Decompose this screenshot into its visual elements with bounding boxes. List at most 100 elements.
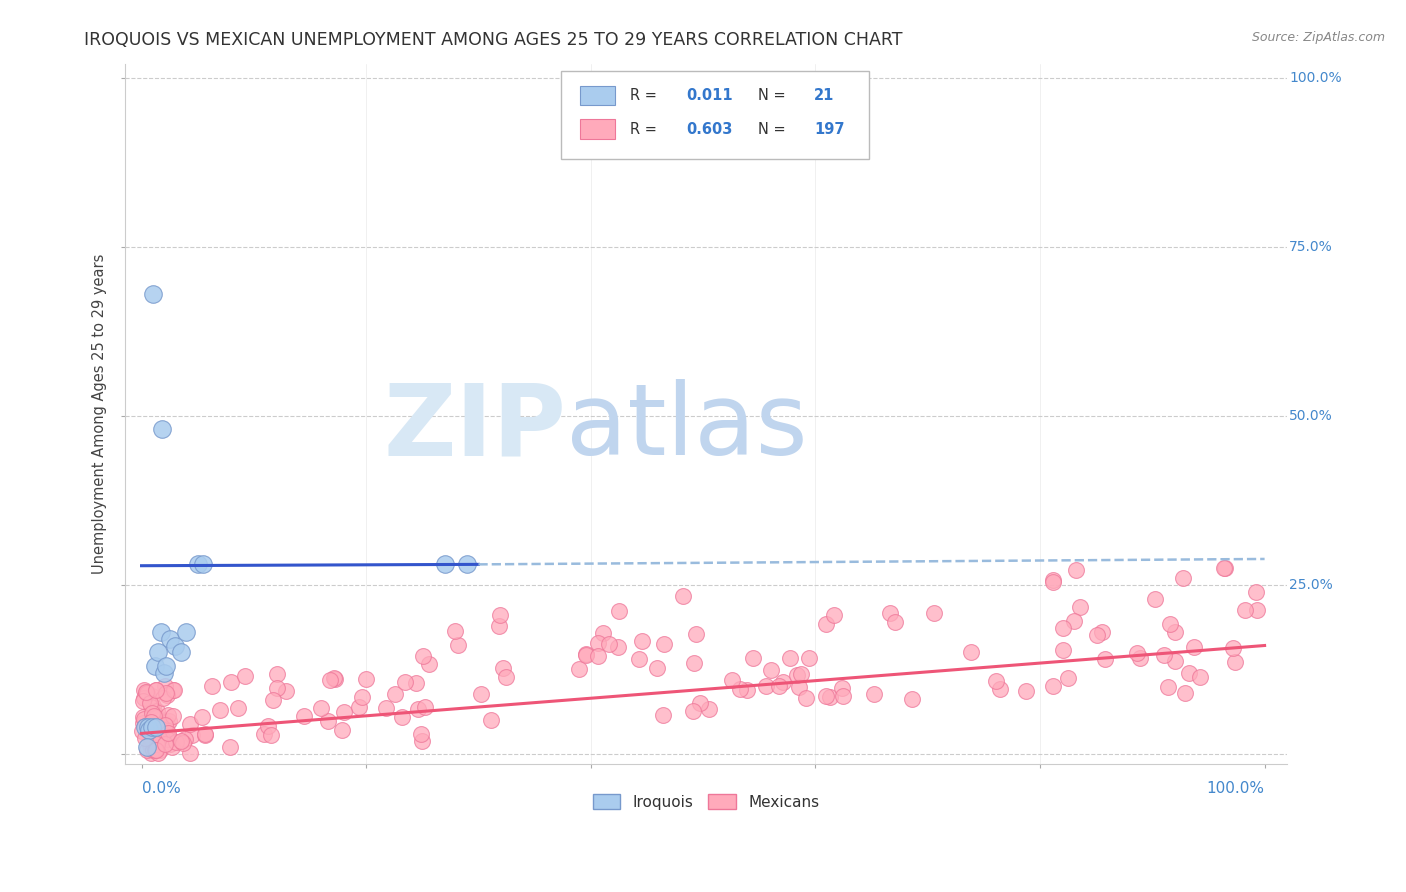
Point: [741, 651, 763, 665]
Point: [405, 675, 427, 690]
Point: [201, 680, 224, 694]
Point: [1164, 655, 1187, 669]
Point: [163, 682, 186, 697]
Text: 50.0%: 50.0%: [1289, 409, 1333, 423]
Point: [173, 732, 195, 747]
Point: [139, 696, 162, 710]
Point: [145, 728, 167, 742]
Point: [823, 608, 845, 623]
Point: [157, 730, 180, 744]
Point: [394, 675, 416, 690]
Point: [652, 637, 675, 651]
Point: [768, 679, 790, 693]
Point: [1223, 655, 1246, 669]
Point: [136, 739, 159, 754]
Point: [488, 608, 510, 623]
Point: [479, 713, 502, 727]
Point: [772, 675, 794, 690]
Point: [831, 681, 853, 695]
Point: [141, 733, 163, 747]
Text: 0.011: 0.011: [686, 88, 733, 103]
Point: [141, 720, 163, 734]
Point: [1063, 614, 1085, 628]
Point: [262, 692, 284, 706]
Point: [194, 728, 217, 742]
Point: [233, 669, 256, 683]
FancyBboxPatch shape: [561, 71, 869, 159]
Text: Source: ZipAtlas.com: Source: ZipAtlas.com: [1251, 31, 1385, 45]
Point: [1052, 620, 1074, 634]
Text: 75.0%: 75.0%: [1289, 240, 1333, 253]
Point: [155, 737, 177, 751]
Point: [735, 683, 758, 698]
Point: [488, 618, 510, 632]
Point: [142, 709, 165, 723]
Point: [685, 627, 707, 641]
Point: [146, 737, 169, 751]
Point: [413, 699, 436, 714]
Point: [152, 722, 174, 736]
Point: [274, 684, 297, 698]
Point: [1222, 641, 1244, 656]
Point: [152, 690, 174, 705]
Point: [447, 638, 470, 652]
Point: [179, 746, 201, 760]
Point: [721, 673, 744, 687]
Point: [316, 714, 339, 728]
Point: [1091, 624, 1114, 639]
Point: [984, 673, 1007, 688]
Legend: Iroquois, Mexicans: Iroquois, Mexicans: [586, 788, 825, 815]
Text: 100.0%: 100.0%: [1206, 780, 1264, 796]
Point: [645, 661, 668, 675]
Point: [260, 728, 283, 742]
Text: 21: 21: [814, 88, 834, 103]
Point: [153, 665, 176, 680]
Point: [586, 648, 609, 663]
Point: [606, 640, 628, 654]
Point: [495, 670, 517, 684]
Point: [411, 727, 433, 741]
Point: [159, 632, 181, 646]
Text: atlas: atlas: [567, 379, 808, 476]
Text: R =: R =: [630, 88, 662, 103]
Point: [755, 679, 778, 693]
Point: [586, 636, 609, 650]
Point: [799, 650, 821, 665]
Point: [1064, 563, 1087, 577]
Point: [1069, 599, 1091, 614]
Point: [146, 746, 169, 760]
Point: [141, 698, 163, 713]
Point: [143, 706, 166, 721]
Point: [470, 687, 492, 701]
Point: [155, 658, 177, 673]
Point: [139, 700, 162, 714]
Point: [156, 731, 179, 746]
Point: [145, 743, 167, 757]
Point: [150, 422, 173, 436]
Point: [292, 709, 315, 723]
Point: [157, 726, 180, 740]
Text: 197: 197: [814, 121, 845, 136]
Point: [863, 687, 886, 701]
Point: [132, 691, 155, 706]
Point: [155, 718, 177, 732]
Point: [134, 731, 156, 746]
Point: [131, 723, 153, 738]
Point: [411, 734, 433, 748]
Point: [406, 702, 429, 716]
Point: [156, 688, 179, 702]
Point: [155, 724, 177, 739]
Point: [132, 710, 155, 724]
Point: [145, 682, 167, 697]
Point: [1171, 571, 1194, 585]
Point: [253, 727, 276, 741]
Text: ZIP: ZIP: [384, 379, 567, 476]
Point: [145, 683, 167, 698]
Point: [1159, 617, 1181, 632]
Text: 25.0%: 25.0%: [1289, 578, 1333, 591]
Point: [134, 719, 156, 733]
Point: [412, 648, 434, 663]
Point: [219, 675, 242, 690]
Point: [575, 647, 598, 661]
Point: [959, 645, 981, 659]
